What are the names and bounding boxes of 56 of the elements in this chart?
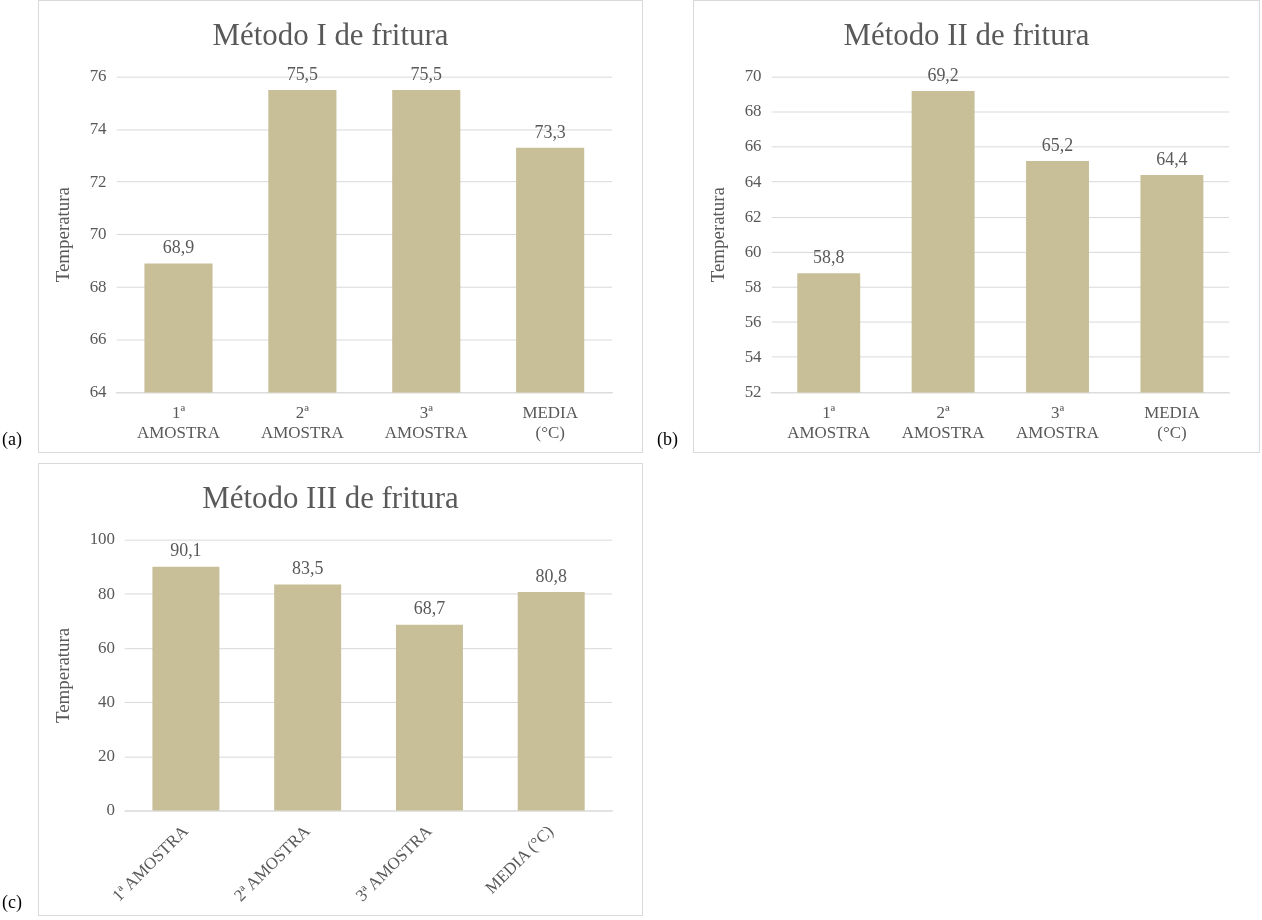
bar [152,566,220,811]
y-tick-label: 76 [89,66,107,86]
y-tick-label: 60 [98,637,116,657]
y-axis-title: Temperatura [52,186,74,283]
y-tick-label: 74 [89,118,108,138]
y-tick-label: 66 [89,329,107,349]
y-tick-label: 56 [744,311,762,331]
text: (c) [2,892,22,913]
y-tick-label: 58 [744,276,762,296]
data-label: 65,2 [1041,134,1074,155]
y-tick-label: 68 [89,276,107,296]
data-label: 73,3 [534,121,566,142]
y-tick-label: 64 [744,171,763,191]
data-label: 83,5 [291,558,324,579]
y-tick-label: 52 [744,381,762,401]
y-axis-title: Temperatura [707,186,729,283]
y-tick-label: 80 [98,583,116,603]
x-tick-label: 3ª AMOSTRA [384,403,469,443]
x-tick-label: MEDIA (°C) [522,403,579,443]
chart-title: Método II de fritura [843,16,1090,52]
y-tick-label: 62 [744,206,762,226]
chart-title: Método I de fritura [212,16,449,52]
y-tick-label: 0 [106,800,116,820]
data-label: 68,7 [413,598,446,619]
x-tick-label: MEDIA (°C) [1144,403,1201,443]
text: (a) [2,429,22,450]
y-tick-label: 70 [744,66,762,86]
data-label: 58,8 [813,247,845,268]
y-tick-label: 70 [89,224,107,244]
y-tick-label: 20 [98,746,116,766]
data-label: 69,2 [927,64,959,85]
chart-title: Método III de fritura [202,479,460,515]
y-tick-label: 66 [744,136,762,156]
bar [517,591,585,811]
y-tick-label: 100 [89,529,116,549]
bar [395,624,463,811]
x-tick-label: 1ª AMOSTRA [787,403,871,443]
y-tick-label: 60 [744,241,762,261]
x-tick-label: 1ª AMOSTRA [137,403,221,443]
data-label: 64,4 [1156,148,1188,169]
data-label: 90,1 [170,540,202,561]
data-label: 80,8 [535,565,567,586]
bar [274,584,342,811]
x-tick-label: 2ª AMOSTRA [260,403,345,443]
y-tick-label: 64 [89,381,108,401]
text: (b) [657,429,678,450]
data-label: 75,5 [286,63,319,84]
x-tick-label: 2ª AMOSTRA [901,403,986,443]
y-tick-label: 40 [98,691,116,711]
data-label: 68,9 [162,237,195,258]
y-tick-label: 72 [89,171,107,191]
x-tick-label: 3ª AMOSTRA [1016,403,1100,443]
data-label: 75,5 [410,63,442,84]
y-tick-label: 68 [744,101,762,121]
y-tick-label: 54 [744,346,763,366]
y-axis-title: Temperatura [52,627,74,723]
